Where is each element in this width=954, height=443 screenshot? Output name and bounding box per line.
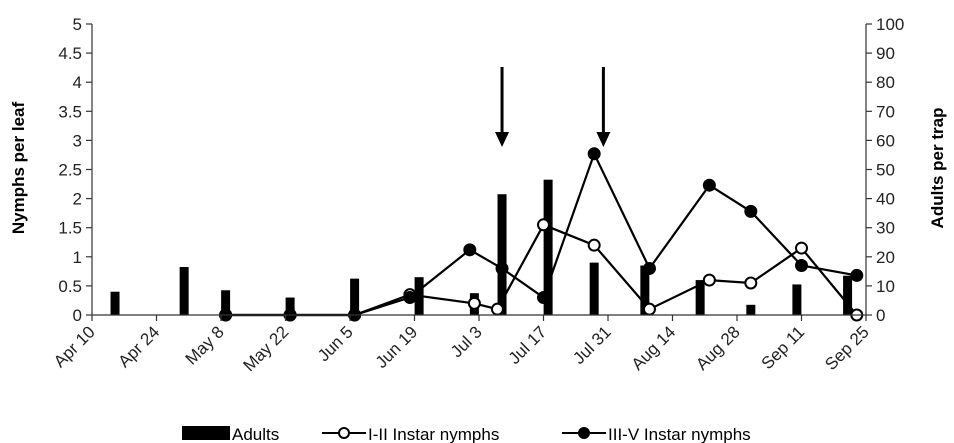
legend-adults-swatch <box>182 426 230 440</box>
iii-v-instar-point <box>403 291 417 305</box>
adults-bar <box>843 275 853 315</box>
nymph-lines <box>219 147 864 322</box>
adults-bar <box>285 297 295 315</box>
legend-adults-label: Adults <box>232 425 279 443</box>
iii-v-instar-point <box>702 178 716 192</box>
iii-v-instar-point <box>642 261 656 275</box>
adults-bar <box>543 179 553 315</box>
right-axis-ticks: 0 10 20 30 40 50 60 70 80 90 100 <box>866 15 904 325</box>
arrow-annotations <box>495 67 611 147</box>
x-tick-label: Jun 5 <box>314 322 357 365</box>
right-tick-label: 100 <box>876 15 904 34</box>
i-ii-instar-point <box>744 276 758 290</box>
left-tick-label: 3.5 <box>58 102 82 121</box>
i-ii-instar-point <box>490 302 504 316</box>
left-tick-label: 3 <box>73 131 82 150</box>
x-tick-label: Jul 17 <box>505 322 551 368</box>
left-tick-label: 1 <box>73 248 82 267</box>
iii-v-instar-point <box>744 204 758 218</box>
x-tick-label: Sep 11 <box>758 322 809 373</box>
left-axis-ticks: 0 0.5 1 1.5 2 2.5 3 3.5 4 4.5 5 <box>58 15 92 325</box>
i-ii-instar-point <box>702 273 716 287</box>
iii-v-instar-point <box>495 261 509 275</box>
left-tick-label: 0 <box>73 306 82 325</box>
right-tick-label: 0 <box>876 306 885 325</box>
iii-v-instar-point <box>587 147 601 161</box>
adults-bar <box>792 284 802 315</box>
adults-bar <box>746 304 756 315</box>
right-tick-label: 50 <box>876 161 895 180</box>
left-tick-label: 5 <box>73 15 82 34</box>
right-tick-label: 70 <box>876 102 895 121</box>
left-tick-label: 4.5 <box>58 44 82 63</box>
left-tick-label: 2.5 <box>58 161 82 180</box>
adults-bar <box>179 266 189 315</box>
x-axis-ticks: Apr 10 Apr 24 May 8 May 22 Jun 5 Jun 19 Jul 3 J… <box>50 315 873 375</box>
arrow-head <box>596 132 611 147</box>
i-ii-instar-point <box>467 296 481 310</box>
legend: Adults I-II Instar nymphs III-V Instar n… <box>182 425 751 443</box>
x-tick-label: Apr 24 <box>114 322 163 371</box>
adults-bar <box>110 291 120 315</box>
adults-bar <box>221 290 231 315</box>
adults-bar <box>640 265 650 315</box>
x-tick-label: Jul 31 <box>569 322 615 368</box>
i-ii-instar-point <box>642 302 656 316</box>
adults-bar <box>589 262 599 315</box>
arrow-head <box>495 132 510 147</box>
right-tick-label: 90 <box>876 44 895 63</box>
i-ii-instar-point <box>537 218 550 232</box>
right-tick-label: 60 <box>876 131 895 150</box>
adults-bar <box>497 194 507 315</box>
right-tick-label: 40 <box>876 190 895 209</box>
x-tick-label: Apr 10 <box>50 322 99 371</box>
x-tick-label: Aug 14 <box>628 322 680 374</box>
right-tick-label: 10 <box>876 277 895 296</box>
iii-v-instar-point <box>850 268 864 282</box>
right-axis-title: Adults per trap <box>928 108 947 229</box>
x-tick-label: Jun 19 <box>372 322 422 372</box>
legend-i-ii-marker <box>338 427 350 439</box>
legend-i-ii-label: I-II Instar nymphs <box>368 425 499 443</box>
x-tick-label: Jul 3 <box>447 322 486 361</box>
iii-v-instar-point <box>537 291 550 305</box>
right-tick-label: 20 <box>876 248 895 267</box>
left-tick-label: 1.5 <box>58 219 82 238</box>
adults-bars <box>110 179 853 315</box>
legend-iii-v-marker <box>578 427 590 439</box>
x-tick-label: May 22 <box>239 322 292 375</box>
i-ii-instar-point <box>587 238 601 252</box>
x-tick-label: May 8 <box>182 322 228 368</box>
left-tick-label: 4 <box>73 73 82 92</box>
x-tick-label: Sep 25 <box>821 322 873 374</box>
adults-bar <box>350 278 360 315</box>
right-tick-label: 80 <box>876 73 895 92</box>
legend-iii-v-label: III-V Instar nymphs <box>608 425 751 443</box>
iii-v-instar-point <box>463 243 477 257</box>
left-tick-label: 2 <box>73 190 82 209</box>
i-ii-instar-point <box>795 241 808 255</box>
adults-bar <box>695 280 705 315</box>
iii-v-instar-point <box>795 259 808 273</box>
right-tick-label: 30 <box>876 219 895 238</box>
x-tick-label: Aug 28 <box>692 322 744 374</box>
left-axis-title: Nymphs per leaf <box>9 102 28 235</box>
iii-v-instar-line <box>225 150 857 317</box>
left-tick-label: 0.5 <box>58 277 82 296</box>
